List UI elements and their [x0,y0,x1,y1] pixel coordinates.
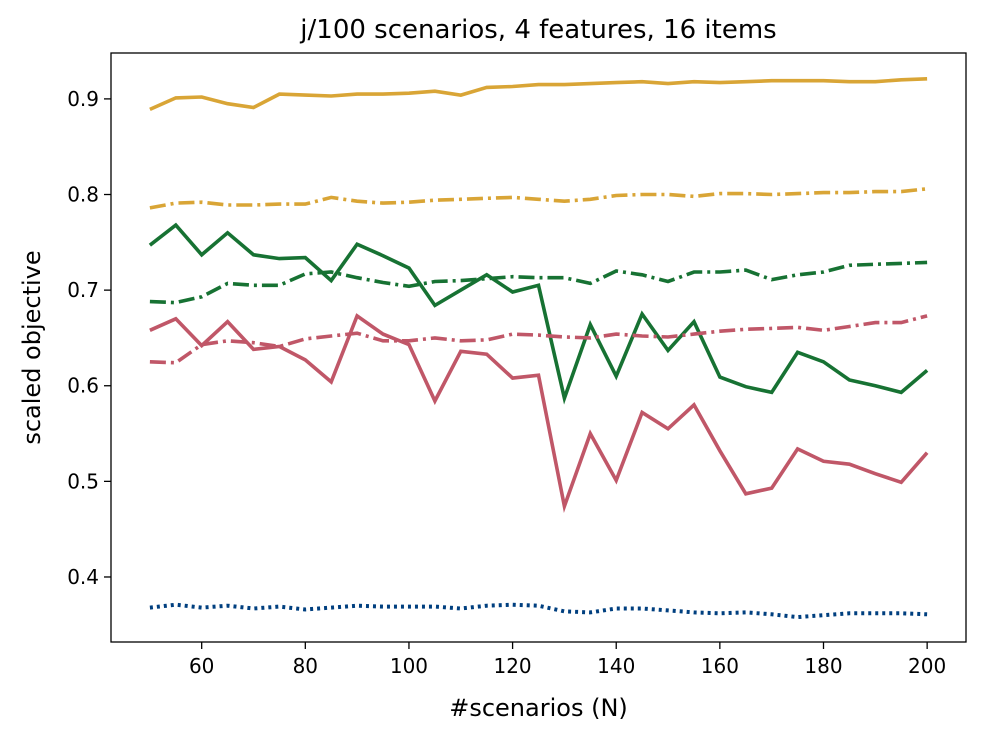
chart-title: j/100 scenarios, 4 features, 16 items [299,15,776,45]
y-tick-label: 0.4 [67,565,99,589]
series-line-1 [149,77,928,112]
ticks-layer: 60 80 100 120 140 160 180 200 0.4 0.5 0.6 0.7 0.8 0.9 [67,87,946,678]
series-layer [148,77,929,620]
series-line-6 [149,314,928,365]
y-tick-label: 0.7 [67,278,99,302]
y-tick-label: 0.9 [67,87,99,111]
x-tick-label: 100 [390,654,428,678]
series-line-4 [149,260,928,305]
x-tick-label: 160 [701,654,739,678]
plot-frame [110,52,967,643]
series-line-5 [149,313,929,513]
x-tick-label: 200 [908,654,946,678]
x-tick-label: 120 [493,654,531,678]
y-axis-title: scaled objective [18,250,46,444]
x-tick-label: 140 [597,654,635,678]
x-axis-title: #scenarios (N) [449,694,628,722]
y-tick-label: 0.5 [67,469,99,493]
x-tick-label: 80 [293,654,318,678]
x-tick-label: 180 [804,654,842,678]
x-tick-label: 60 [189,654,214,678]
y-tick-label: 0.8 [67,183,99,207]
series-line-3 [148,222,929,405]
series-line-7 [149,602,928,620]
y-tick-label: 0.6 [67,374,99,398]
series-line-2 [149,187,928,210]
